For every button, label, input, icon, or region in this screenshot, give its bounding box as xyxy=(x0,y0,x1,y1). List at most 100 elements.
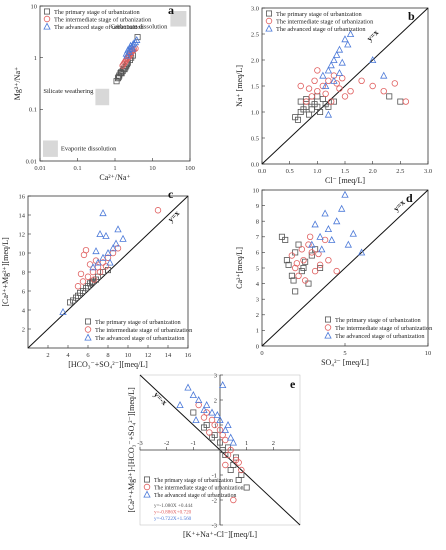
data-point xyxy=(235,476,242,483)
x-tick-label: 1 xyxy=(113,165,116,172)
data-point xyxy=(397,98,404,105)
y-tick-label: 16 xyxy=(19,193,26,200)
data-point xyxy=(77,270,85,278)
y-tick-label: 6 xyxy=(256,250,260,257)
data-point xyxy=(195,401,202,409)
data-point xyxy=(344,240,352,248)
panel-d: 0 5 10 0 1 2 3 4 5 6 7 8 9 10 y=x SO₄²⁻ [meq/L] Ca²⁺[meq… xyxy=(235,187,433,367)
data-point xyxy=(341,93,349,100)
data-point xyxy=(317,109,324,116)
data-point xyxy=(109,244,117,252)
legend-marker xyxy=(143,490,151,498)
data-point xyxy=(99,253,107,261)
data-point xyxy=(305,85,313,92)
region-label: Carbonate dissolution xyxy=(111,24,169,31)
y-tick-label: 14 xyxy=(19,212,26,219)
line-label: y=x xyxy=(365,28,380,43)
region-label: Evaporite dissolution xyxy=(61,146,117,153)
legend-label: The primary stage of urbanization xyxy=(154,477,233,484)
data-point xyxy=(321,209,329,217)
series-2 xyxy=(74,207,162,290)
data-point xyxy=(192,416,200,424)
y-tick-label: 0.0 xyxy=(251,161,259,168)
data-point xyxy=(344,40,352,48)
y-tick-label: 3.0 xyxy=(251,5,259,12)
data-point xyxy=(300,264,307,271)
data-point xyxy=(314,87,321,95)
data-point xyxy=(293,260,301,267)
data-point xyxy=(338,204,346,212)
equation-label: y=-1.080X +0.444 xyxy=(154,503,193,509)
data-point xyxy=(300,257,307,264)
data-point xyxy=(330,98,337,105)
data-point xyxy=(227,466,234,473)
data-point xyxy=(319,71,327,79)
y-tick-label: 3 xyxy=(214,372,217,379)
x-tick-label: 14 xyxy=(165,352,172,359)
x-tick-label: -1 xyxy=(191,440,196,447)
data-point xyxy=(238,466,245,474)
equation-label: y=-0.886X+0.720 xyxy=(154,510,192,516)
y-tick-label: 0.1 xyxy=(29,107,37,114)
data-point xyxy=(308,93,315,100)
data-point xyxy=(292,264,299,272)
data-point xyxy=(219,381,227,389)
data-point xyxy=(117,70,124,77)
y-tick-label: 10 xyxy=(31,3,38,10)
x-tick-label: 10 xyxy=(149,165,156,172)
y-tick-label: 10 xyxy=(253,187,260,194)
data-point xyxy=(308,106,315,113)
legend-marker xyxy=(143,483,151,491)
data-point xyxy=(219,431,226,439)
legend-label: The advanced stage of urbanization xyxy=(95,335,185,342)
legend-label: The intermediate stage of urbanization xyxy=(276,19,374,26)
data-point xyxy=(120,60,127,68)
x-axis-label: [K⁺+Na⁺-Cl⁻][meq/L] xyxy=(183,530,257,539)
y-axis-label: [Ca²⁺+Mg²⁺]-[HCO₃⁻+SO₄²⁻][meq/L] xyxy=(127,387,136,513)
data-point xyxy=(308,249,315,256)
data-point xyxy=(195,396,203,404)
legend-marker xyxy=(265,24,273,32)
series-3 xyxy=(319,30,388,118)
data-point xyxy=(297,82,304,90)
x-tick-label: 0.0 xyxy=(258,168,266,175)
data-point xyxy=(314,67,321,74)
line-label: y=x xyxy=(166,209,181,224)
data-point xyxy=(311,77,318,84)
y-tick-label: 0.5 xyxy=(251,135,259,142)
series-3 xyxy=(59,209,127,315)
data-point xyxy=(176,401,184,409)
legend-marker xyxy=(324,324,332,331)
legend-marker xyxy=(84,333,92,341)
x-tick-label: -2 xyxy=(164,440,169,447)
data-point xyxy=(90,276,98,283)
data-point xyxy=(224,451,232,459)
legend-marker xyxy=(324,316,331,323)
data-point xyxy=(84,273,92,280)
x-tick-label: 5 xyxy=(343,350,346,357)
data-point xyxy=(92,247,100,255)
data-point xyxy=(328,235,336,243)
data-point xyxy=(211,431,218,438)
data-point xyxy=(302,258,309,265)
panel-e: -3 -2 -1 1 2 -3 -2 -1 1 2 3 y=-x [K⁺+Na⁺-Cl⁻][meq/L]… xyxy=(127,372,301,539)
data-point xyxy=(87,280,94,287)
x-tick-label: 0 xyxy=(260,350,263,357)
data-point xyxy=(300,106,307,113)
y-tick-label: 4 xyxy=(22,307,26,314)
data-point xyxy=(200,414,208,421)
data-point xyxy=(213,411,221,419)
data-point xyxy=(109,249,117,257)
panel-c: 2 4 6 8 10 12 14 16 2 4 6 8 10 12 14 16 y=x [HCO₃⁻+SO₄²⁻]… xyxy=(1,187,193,369)
data-point xyxy=(357,248,366,256)
data-point xyxy=(216,426,224,434)
data-point xyxy=(211,421,218,429)
x-axis-label: Cl⁻ [meq/L] xyxy=(325,176,365,185)
x-tick-label: 0.5 xyxy=(286,168,294,175)
data-point xyxy=(208,408,216,416)
data-point xyxy=(380,87,387,95)
data-point xyxy=(229,438,237,446)
data-point xyxy=(96,268,104,276)
data-point xyxy=(73,294,80,301)
